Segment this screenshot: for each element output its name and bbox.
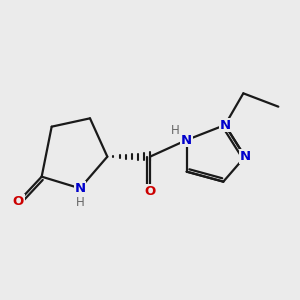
Text: H: H xyxy=(76,196,84,209)
Text: N: N xyxy=(181,134,192,146)
Text: O: O xyxy=(144,185,156,198)
Text: N: N xyxy=(74,182,86,195)
Text: H: H xyxy=(171,124,179,137)
Text: N: N xyxy=(239,150,250,163)
Text: O: O xyxy=(13,195,24,208)
Text: N: N xyxy=(219,118,231,131)
